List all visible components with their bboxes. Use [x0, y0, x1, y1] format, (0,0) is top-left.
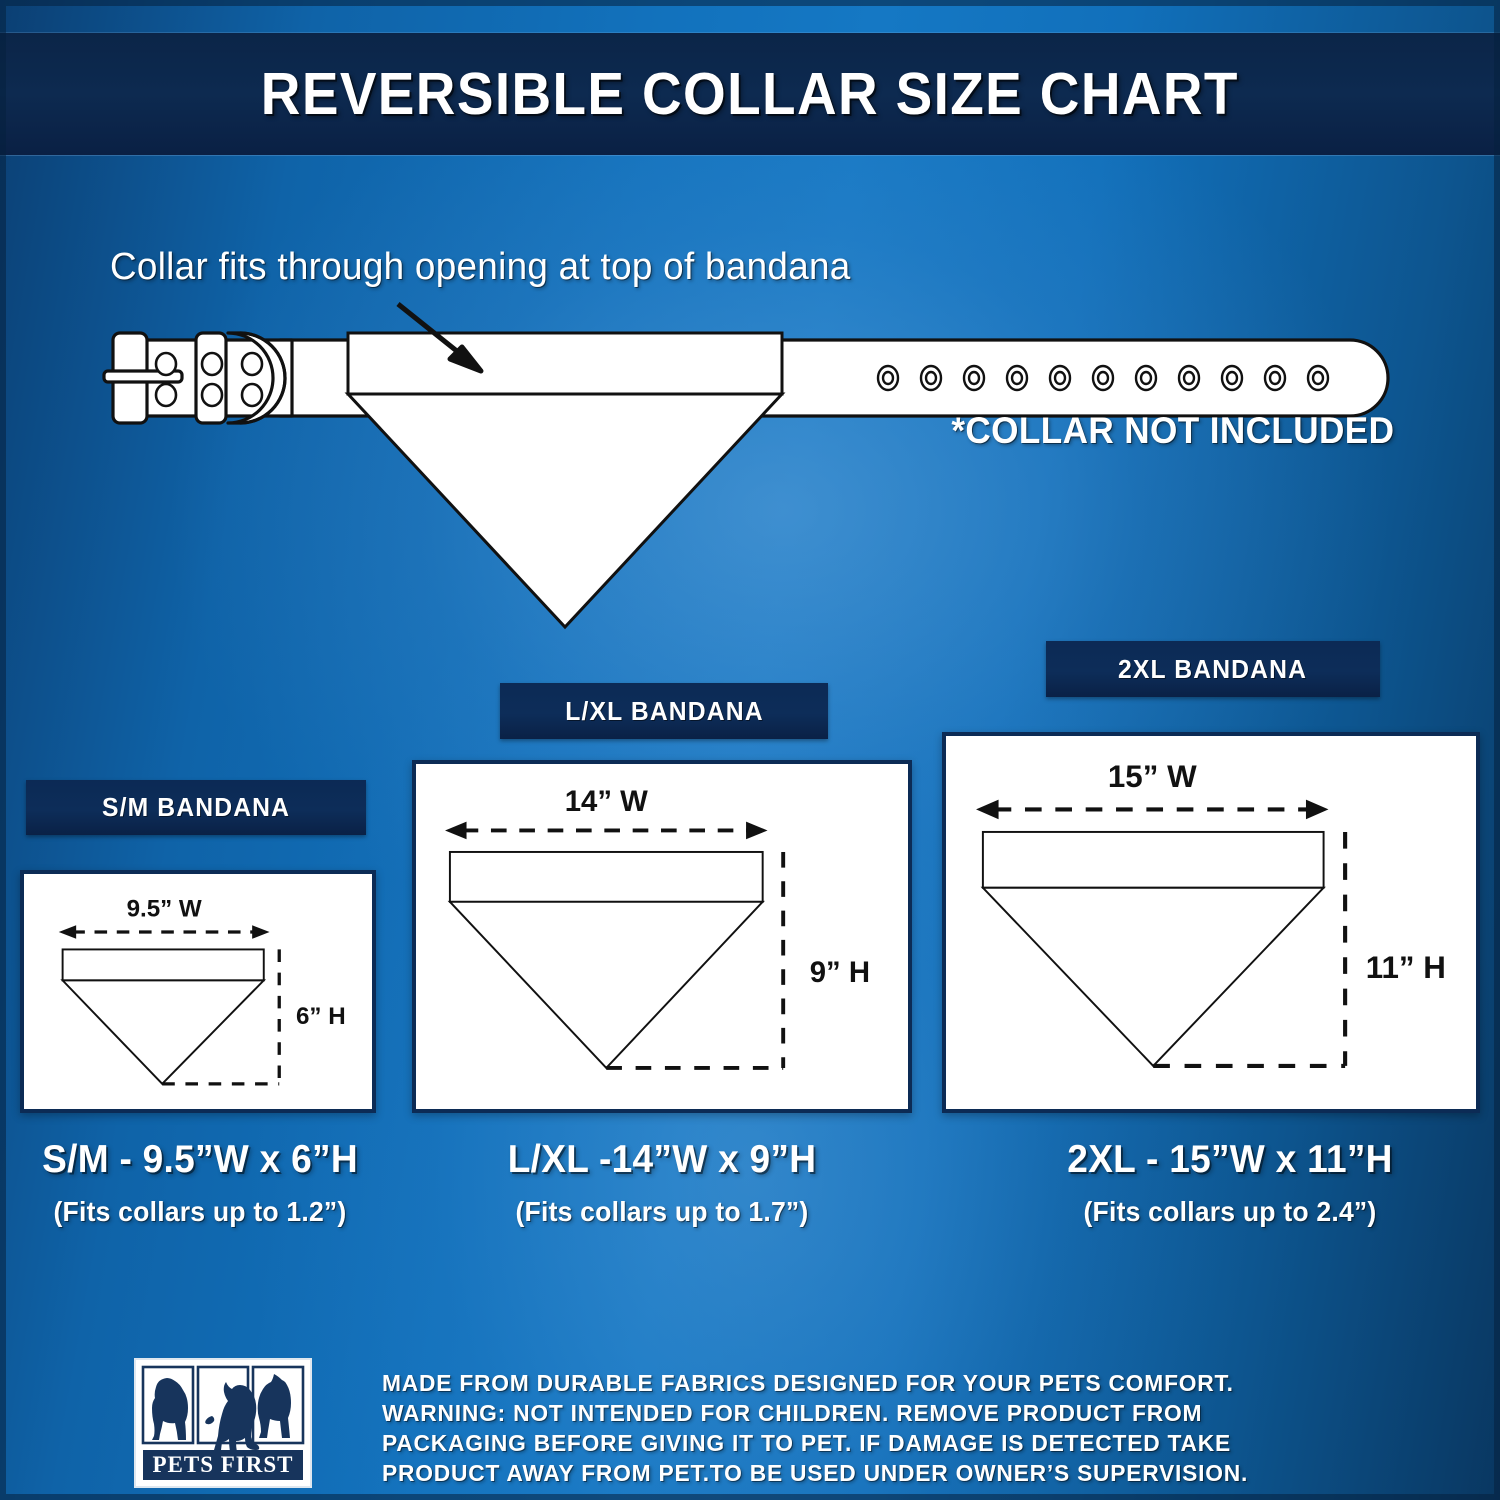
caption-sub-lxl: (Fits collars up to 1.7”): [515, 1196, 809, 1227]
pets-first-logo: PETS FIRST: [134, 1358, 312, 1488]
size-caption-2xl: 2XL - 15”W x 11”H (Fits collars up to 2.…: [1020, 1138, 1440, 1228]
dog-silhouette-icon: [152, 1374, 291, 1452]
caption-main-sm: S/M - 9.5”W x 6”H: [42, 1138, 358, 1181]
pointer-arrow: [396, 302, 484, 374]
size-caption-sm: S/M - 9.5”W x 6”H (Fits collars up to 1.…: [0, 1138, 400, 1228]
caption-main-lxl: L/XL -14”W x 9”H: [507, 1138, 817, 1181]
size-tab-label-lxl: L/XL BANDANA: [564, 695, 764, 726]
header-band: REVERSIBLE COLLAR SIZE CHART: [0, 33, 1500, 155]
footer-line-1: MADE FROM DURABLE FABRICS DESIGNED FOR Y…: [382, 1370, 1234, 1396]
size-box-lxl: 14” W 9” H: [412, 760, 912, 1113]
size-box-sm: 9.5” W 6” H: [20, 870, 376, 1113]
page-title: REVERSIBLE COLLAR SIZE CHART: [260, 61, 1239, 127]
width-label-sm: 9.5” W: [127, 896, 202, 923]
collar-holes: [876, 364, 1330, 392]
caption-sub-2xl: (Fits collars up to 2.4”): [1083, 1196, 1377, 1227]
caption-main-2xl: 2XL - 15”W x 11”H: [1067, 1138, 1393, 1181]
size-tab-lxl: L/XL BANDANA: [500, 683, 828, 739]
bandana-shape: [344, 331, 786, 630]
size-caption-lxl: L/XL -14”W x 9”H (Fits collars up to 1.7…: [462, 1138, 862, 1228]
callout-text: Collar fits through opening at top of ba…: [110, 246, 851, 288]
footer-line-3: PACKAGING BEFORE GIVING IT TO PET. IF DA…: [382, 1430, 1232, 1456]
brand-name: PETS FIRST: [152, 1452, 293, 1477]
size-box-2xl: 15” W 11” H: [942, 732, 1480, 1113]
width-label-lxl: 14” W: [565, 785, 648, 818]
footer-line-4: PRODUCT AWAY FROM PET.TO BE USED UNDER O…: [382, 1460, 1249, 1486]
width-label-2xl: 15” W: [1108, 759, 1197, 794]
caption-sub-sm: (Fits collars up to 1.2”): [53, 1196, 347, 1227]
height-label-2xl: 11” H: [1366, 950, 1446, 985]
size-tab-label-sm: S/M BANDANA: [101, 792, 291, 822]
size-tab-label-2xl: 2XL BANDANA: [1118, 653, 1308, 684]
height-label-sm: 6” H: [296, 1003, 346, 1030]
collar-not-included-note: *COLLAR NOT INCLUDED: [950, 410, 1394, 451]
size-tab-sm: S/M BANDANA: [26, 780, 366, 835]
footer-warning-text: MADE FROM DURABLE FABRICS DESIGNED FOR Y…: [382, 1368, 1362, 1488]
footer-line-2: WARNING: NOT INTENDED FOR CHILDREN. REMO…: [382, 1400, 1203, 1426]
size-tab-2xl: 2XL BANDANA: [1046, 641, 1380, 697]
height-label-lxl: 9” H: [810, 956, 870, 989]
collar-illustration: [0, 285, 1500, 645]
